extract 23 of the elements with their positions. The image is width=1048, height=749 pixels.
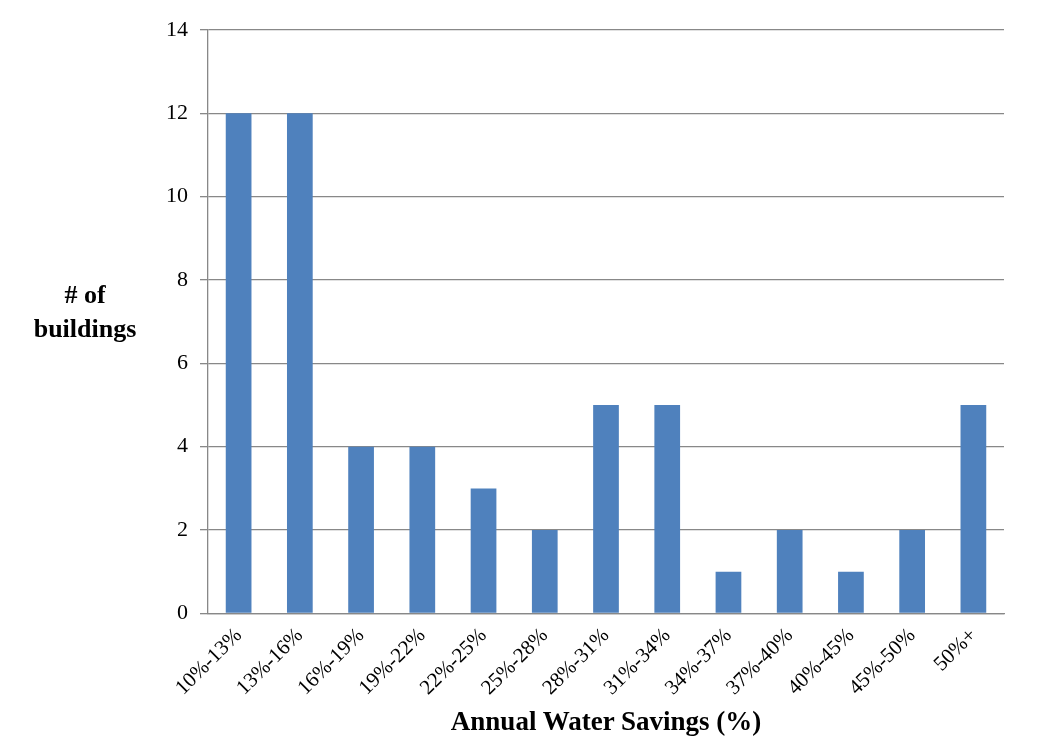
bar xyxy=(470,488,497,613)
y-tick-label: 4 xyxy=(177,432,188,458)
y-tick-label: 6 xyxy=(177,349,188,375)
bar xyxy=(776,530,803,613)
bar xyxy=(348,446,374,613)
bar xyxy=(225,113,252,613)
y-tick-label: 10 xyxy=(166,182,188,208)
bar xyxy=(409,446,436,613)
bar xyxy=(286,113,313,613)
y-tick-label: 8 xyxy=(177,265,188,291)
bar xyxy=(593,405,619,613)
y-tick-label: 14 xyxy=(166,15,188,41)
x-axis-title: Annual Water Savings (%) xyxy=(450,705,762,736)
bar xyxy=(531,530,558,613)
bar xyxy=(654,405,681,613)
y-tick-label: 0 xyxy=(177,599,188,625)
bar xyxy=(960,405,987,613)
y-axis-title: # of buildings xyxy=(32,279,138,345)
bar xyxy=(715,571,742,613)
y-tick-label: 2 xyxy=(177,515,188,541)
bar xyxy=(838,571,864,613)
y-tick-label: 12 xyxy=(166,99,188,125)
bar xyxy=(899,530,926,613)
